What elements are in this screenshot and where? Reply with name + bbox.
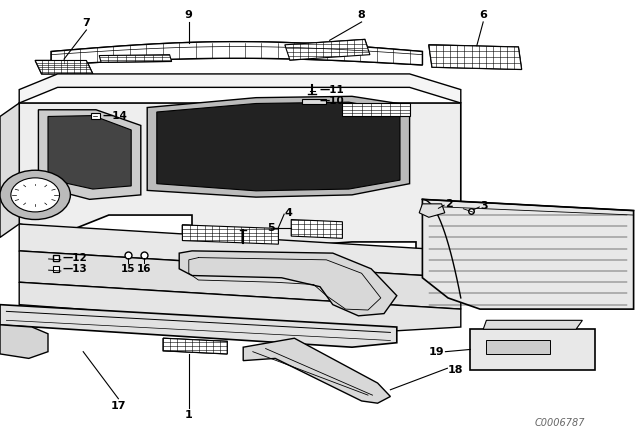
Polygon shape bbox=[38, 110, 141, 199]
Text: C0006787: C0006787 bbox=[535, 418, 585, 428]
Text: 17: 17 bbox=[111, 401, 126, 411]
PathPatch shape bbox=[163, 338, 227, 354]
Polygon shape bbox=[51, 42, 422, 65]
Polygon shape bbox=[429, 45, 522, 69]
Polygon shape bbox=[419, 204, 445, 217]
Polygon shape bbox=[99, 55, 172, 62]
Polygon shape bbox=[157, 102, 400, 191]
Polygon shape bbox=[35, 60, 93, 74]
PathPatch shape bbox=[99, 55, 172, 62]
Text: —12: —12 bbox=[63, 253, 88, 263]
PathPatch shape bbox=[285, 39, 370, 60]
Polygon shape bbox=[342, 103, 410, 116]
Text: 1: 1 bbox=[185, 410, 193, 420]
PathPatch shape bbox=[51, 42, 422, 65]
Circle shape bbox=[0, 170, 70, 220]
Polygon shape bbox=[19, 251, 461, 309]
Polygon shape bbox=[302, 99, 326, 104]
Text: 7: 7 bbox=[83, 18, 90, 28]
Polygon shape bbox=[285, 39, 370, 60]
Text: 4: 4 bbox=[285, 208, 292, 218]
Polygon shape bbox=[147, 96, 410, 197]
Polygon shape bbox=[179, 251, 397, 316]
PathPatch shape bbox=[291, 220, 342, 238]
Polygon shape bbox=[0, 325, 48, 358]
Polygon shape bbox=[19, 103, 461, 269]
Text: —14: —14 bbox=[102, 111, 127, 121]
Text: —13: —13 bbox=[63, 264, 88, 274]
Polygon shape bbox=[0, 103, 19, 237]
PathPatch shape bbox=[429, 45, 522, 69]
Polygon shape bbox=[483, 320, 582, 329]
Polygon shape bbox=[19, 282, 461, 332]
Polygon shape bbox=[243, 338, 390, 403]
Text: 16: 16 bbox=[137, 264, 151, 274]
PathPatch shape bbox=[35, 60, 93, 74]
PathPatch shape bbox=[182, 225, 278, 244]
Polygon shape bbox=[182, 225, 278, 244]
Polygon shape bbox=[422, 199, 634, 309]
Text: 19: 19 bbox=[429, 347, 445, 357]
Circle shape bbox=[11, 178, 60, 212]
Polygon shape bbox=[19, 224, 461, 278]
Polygon shape bbox=[163, 338, 227, 354]
Polygon shape bbox=[19, 74, 461, 103]
Text: 8: 8 bbox=[358, 10, 365, 20]
Text: —11: —11 bbox=[320, 85, 345, 95]
Text: 2: 2 bbox=[445, 199, 452, 209]
Text: 3: 3 bbox=[480, 201, 488, 211]
Polygon shape bbox=[0, 305, 397, 347]
Bar bbox=[486, 340, 550, 354]
Text: 6: 6 bbox=[479, 10, 487, 20]
Text: 5: 5 bbox=[268, 224, 275, 233]
Text: —10: —10 bbox=[320, 96, 345, 106]
Text: 15: 15 bbox=[121, 264, 135, 274]
Polygon shape bbox=[48, 116, 131, 189]
Text: 9: 9 bbox=[185, 10, 193, 20]
Bar bbox=[91, 113, 100, 119]
Polygon shape bbox=[291, 220, 342, 238]
Polygon shape bbox=[470, 329, 595, 370]
Text: 18: 18 bbox=[448, 365, 463, 375]
PathPatch shape bbox=[342, 103, 410, 116]
